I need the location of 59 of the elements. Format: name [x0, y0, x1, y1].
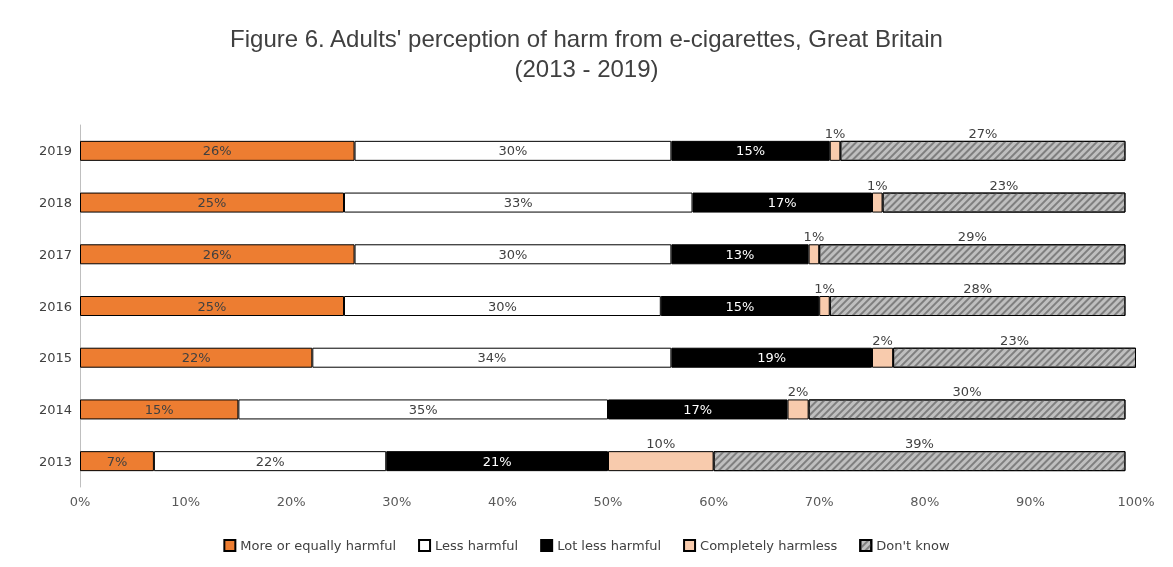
y-tick-label: 2014 [38, 401, 72, 417]
data-label: 26% [202, 143, 232, 159]
data-label: 15% [725, 298, 755, 314]
data-label: 26% [202, 246, 232, 262]
chart-title: Figure 6. Adults' perception of harm from e-cigarettes, Great Britain (2013 - 2019) [230, 24, 943, 82]
data-label: 39% [905, 436, 934, 452]
data-label: 13% [725, 246, 755, 262]
x-tick-label: 10% [171, 494, 201, 509]
x-tick-label: 60% [699, 494, 729, 509]
data-label: 30% [498, 143, 528, 159]
y-tick-label: 2019 [38, 143, 72, 159]
y-tick-label: 2018 [38, 195, 72, 211]
legend-label: Don't know [876, 538, 951, 553]
y-tick-label: 2015 [38, 350, 72, 366]
data-label: 23% [1000, 332, 1030, 348]
data-label: 34% [477, 350, 507, 366]
data-label: 2% [872, 332, 893, 348]
y-tick-label: 2013 [38, 453, 72, 469]
data-label: 10% [646, 436, 676, 452]
data-label: 23% [989, 177, 1019, 193]
data-label: 7% [106, 453, 128, 469]
x-tick-label: 30% [382, 494, 412, 509]
data-label: 1% [814, 281, 835, 296]
data-label: 19% [757, 350, 787, 366]
data-label: 1% [824, 125, 846, 141]
x-tick-label: 100% [1117, 494, 1155, 509]
data-label: 21% [482, 453, 512, 469]
y-tick-label: 2017 [38, 246, 72, 262]
data-label: 22% [181, 350, 211, 366]
data-label: 1% [803, 229, 825, 245]
data-label: 15% [144, 401, 174, 417]
legend-label: Completely harmless [700, 538, 838, 553]
x-tick-label: 20% [276, 494, 306, 509]
x-tick-label: 70% [804, 494, 834, 509]
data-label: 17% [767, 195, 797, 211]
data-label: 27% [968, 125, 998, 141]
data-label: 35% [408, 401, 438, 417]
x-tick-label: 40% [487, 494, 517, 509]
data-label: 15% [736, 143, 766, 159]
data-label: 30% [498, 246, 528, 262]
x-tick-label: 50% [593, 494, 623, 509]
data-label: 28% [963, 281, 993, 296]
legend-label: Less harmful [435, 538, 519, 553]
data-label: 17% [683, 401, 713, 417]
data-label: 22% [255, 453, 285, 469]
legend-label: More or equally harmful [240, 538, 397, 553]
x-tick-label: 0% [69, 494, 91, 509]
data-label: 1% [866, 177, 888, 193]
data-label: 25% [197, 298, 227, 314]
data-label: 30% [487, 298, 517, 314]
x-tick-label: 80% [910, 494, 940, 509]
y-tick-label: 2016 [38, 298, 72, 314]
x-tick-label: 90% [1015, 494, 1045, 509]
legend-label: Lot less harmful [557, 538, 662, 553]
data-label: 25% [197, 195, 227, 211]
data-label: 33% [503, 195, 533, 211]
data-label: 2% [787, 384, 809, 400]
data-label: 30% [952, 384, 982, 400]
data-label: 29% [957, 229, 987, 245]
